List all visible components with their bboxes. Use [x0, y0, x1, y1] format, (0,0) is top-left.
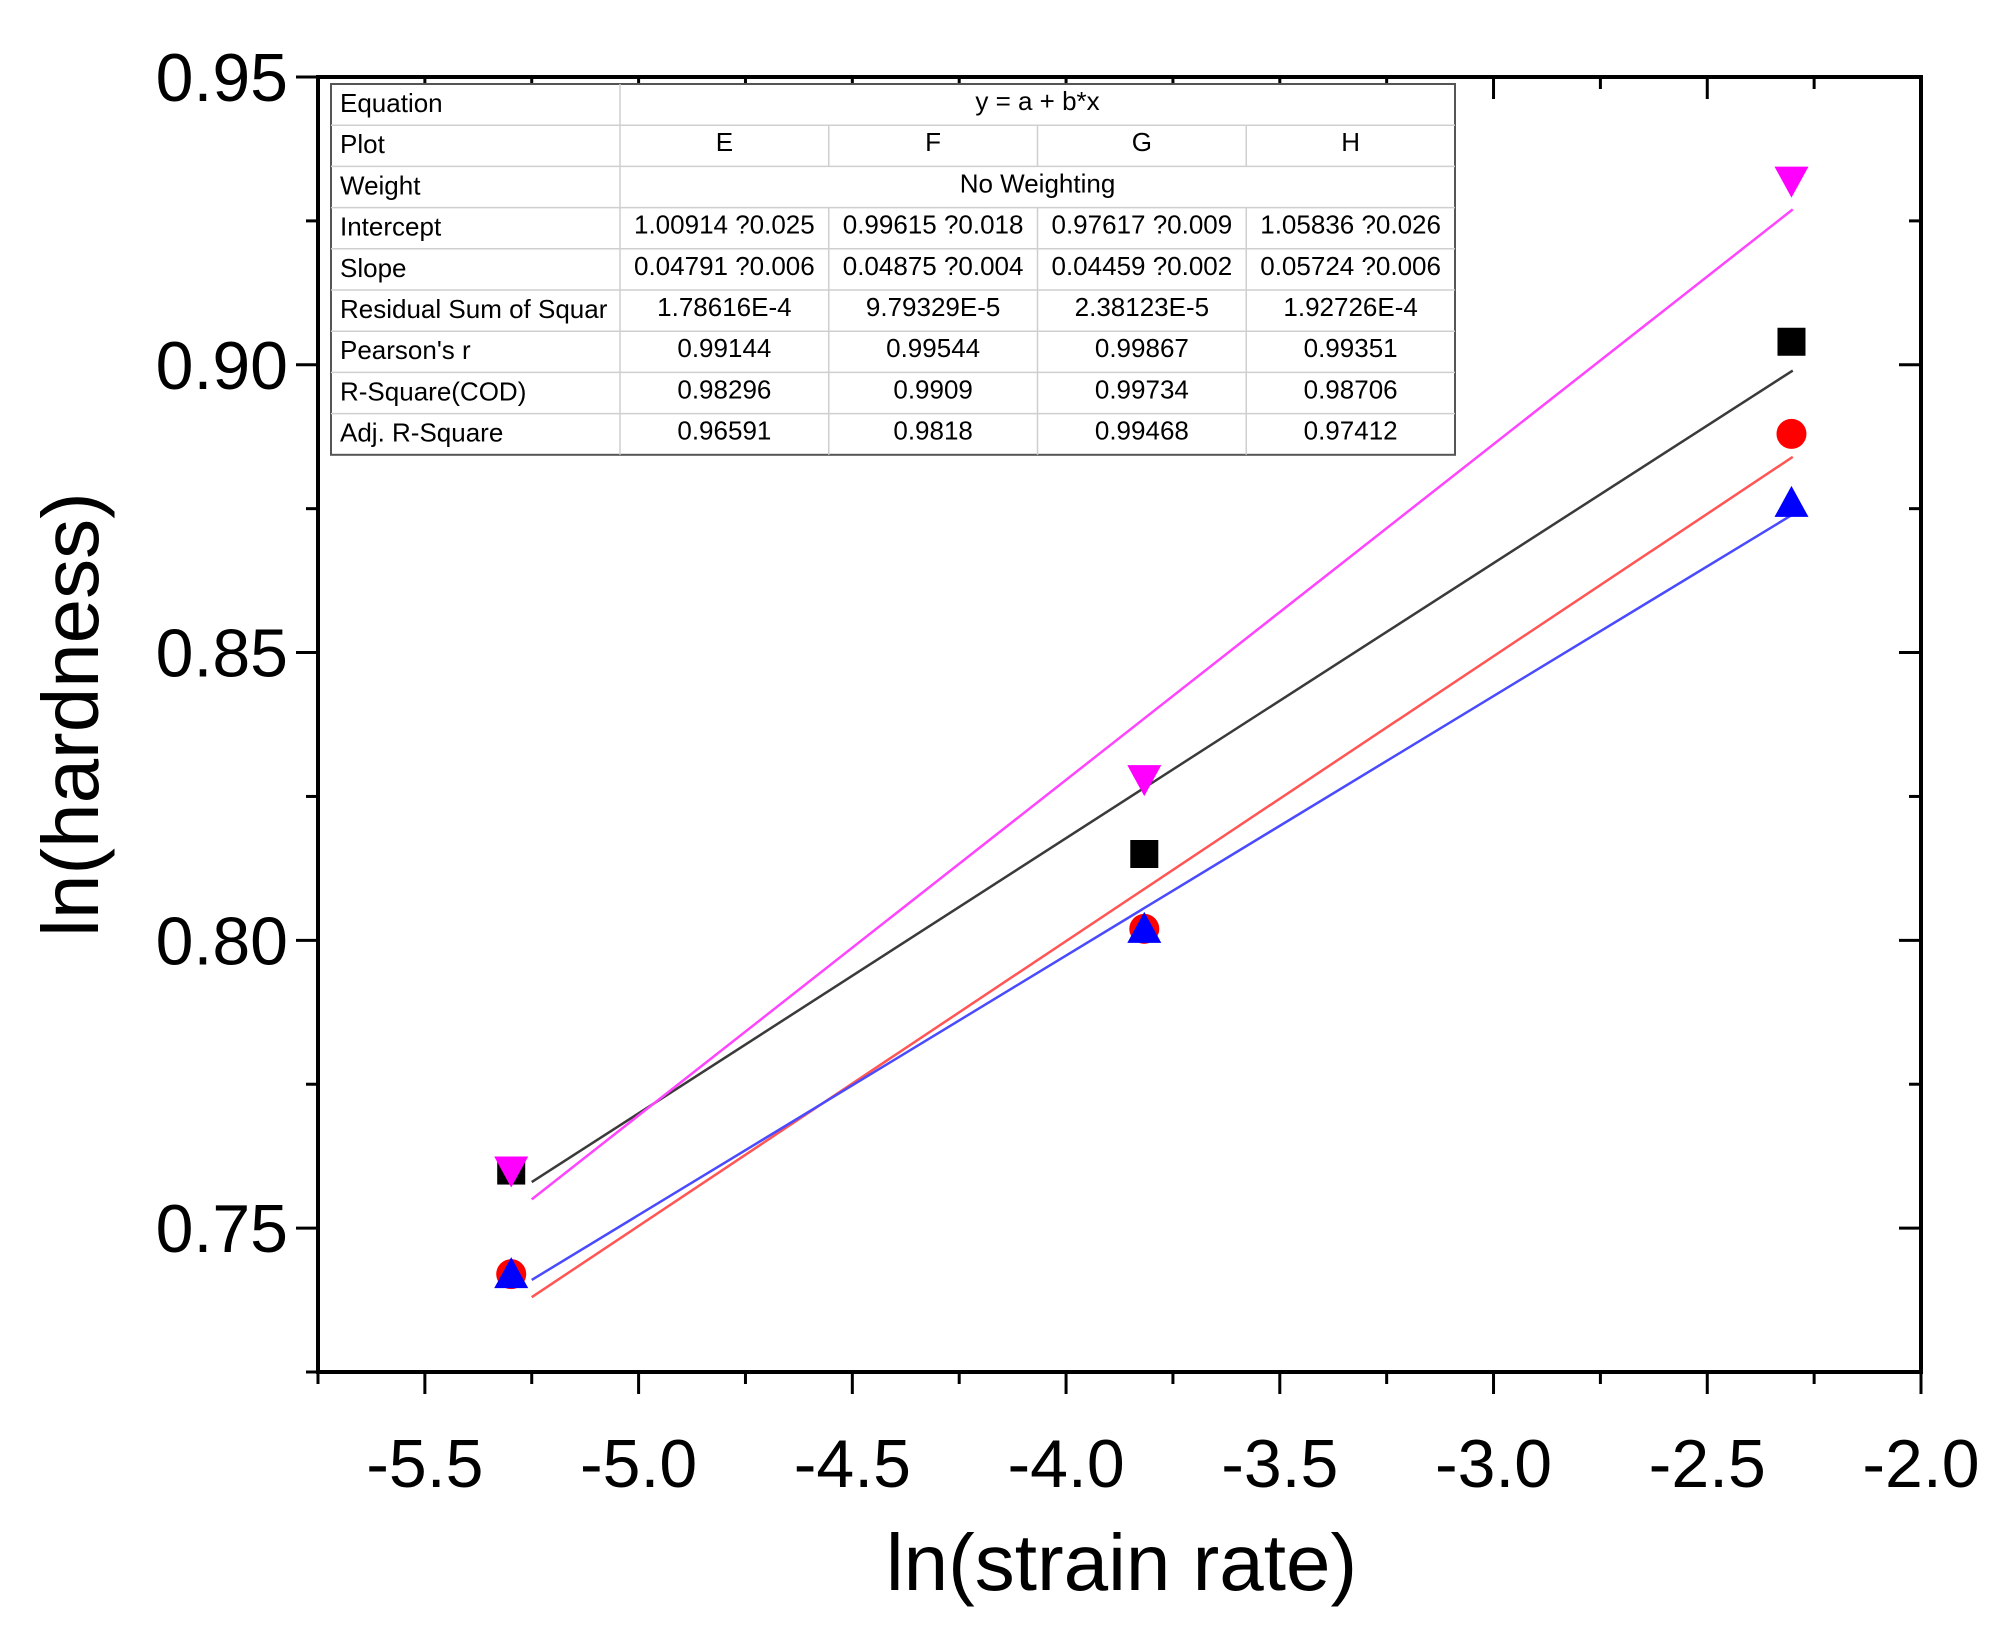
x-axis-title: ln(strain rate) [886, 1518, 1357, 1607]
point-G [1774, 485, 1809, 517]
axes: -5.5 -5.0 -4.5 -4.0 -3.5 -3.0 -2.5 -2.0 0.75 0.80… [156, 40, 1980, 1502]
x-tick-label: -5.5 [366, 1426, 483, 1502]
table-label: Plot [340, 129, 386, 159]
table-value: 0.99351 [1304, 333, 1398, 363]
fit-lines [530, 208, 1794, 1299]
data-points [494, 166, 1809, 1290]
x-tick-label: -2.5 [1649, 1426, 1766, 1502]
table-value: 0.97412 [1304, 416, 1398, 446]
plot-frame [316, 75, 1923, 1374]
y-tick-label: 0.90 [156, 328, 288, 404]
table-weight: No Weighting [960, 168, 1116, 198]
point-H [494, 1156, 529, 1188]
x-tick-label: -5.0 [580, 1426, 697, 1502]
table-value: 0.99544 [886, 333, 980, 363]
x-tick-label: -2.0 [1862, 1426, 1979, 1502]
y-tick-label: 0.80 [156, 903, 288, 979]
y-axis-title: ln(hardness) [26, 492, 115, 937]
table-value: 1.00914 ?0.025 [634, 210, 815, 240]
fit-line-F [531, 455, 1794, 1299]
table-label: Equation [340, 88, 443, 118]
x-tick-label: -3.0 [1435, 1426, 1552, 1502]
table-label: Pearson's r [340, 335, 471, 365]
fit-results-table: Equation y = a + b*x Plot E F G H Weight No Weig… [330, 83, 1456, 456]
table-plot-name: G [1132, 127, 1152, 157]
table-plot-name: H [1341, 127, 1360, 157]
table-value: 2.38123E-5 [1075, 292, 1209, 322]
table-value: 0.04875 ?0.004 [843, 251, 1024, 281]
table-value: 0.99144 [677, 333, 771, 363]
table-label: Weight [340, 170, 421, 200]
point-G [1127, 911, 1162, 943]
table-label: Slope [340, 253, 407, 283]
table-value: 1.92726E-4 [1283, 292, 1417, 322]
fit-line-G [531, 513, 1794, 1281]
table-value: 0.99734 [1095, 374, 1189, 404]
table-value: 0.97617 ?0.009 [1052, 210, 1233, 240]
point-E [1777, 327, 1806, 356]
table-value: 0.9909 [893, 374, 973, 404]
table-value: 0.99867 [1095, 333, 1189, 363]
point-H [1774, 166, 1809, 198]
x-tick-label: -4.0 [1007, 1426, 1124, 1502]
y-tick-label: 0.95 [156, 40, 288, 116]
table-label: Intercept [340, 212, 442, 242]
point-G [494, 1257, 529, 1289]
point-H [1127, 765, 1162, 797]
table-value: 1.78616E-4 [657, 292, 791, 322]
table-equation: y = a + b*x [975, 86, 1099, 116]
table-value: 0.99615 ?0.018 [843, 210, 1024, 240]
table-label: Adj. R-Square [340, 418, 503, 448]
table-value: 0.98706 [1304, 374, 1398, 404]
table-plot-name: E [716, 127, 733, 157]
table-value: 0.04459 ?0.002 [1052, 251, 1233, 281]
point-F [1776, 418, 1807, 449]
table-value: 0.04791 ?0.006 [634, 251, 815, 281]
table-border [330, 83, 1456, 456]
table-value: 0.99468 [1095, 416, 1189, 446]
table-value: 9.79329E-5 [866, 292, 1000, 322]
fit-line-H [530, 208, 1794, 1201]
table-label: R-Square(COD) [340, 376, 526, 406]
table-label: Residual Sum of Squar [340, 294, 608, 324]
x-tick-label: -3.5 [1221, 1426, 1338, 1502]
fit-line-E [531, 369, 1794, 1184]
point-E [1130, 840, 1159, 868]
table-value: 0.05724 ?0.006 [1260, 251, 1441, 281]
table-plot-name: F [925, 127, 941, 157]
y-tick-label: 0.75 [156, 1191, 288, 1267]
table-value: 0.9818 [893, 416, 973, 446]
x-tick-label: -4.5 [794, 1426, 911, 1502]
table-value: 0.98296 [677, 374, 771, 404]
table-value: 1.05836 ?0.026 [1260, 210, 1441, 240]
table-value: 0.96591 [677, 416, 771, 446]
y-tick-label: 0.85 [156, 616, 288, 692]
